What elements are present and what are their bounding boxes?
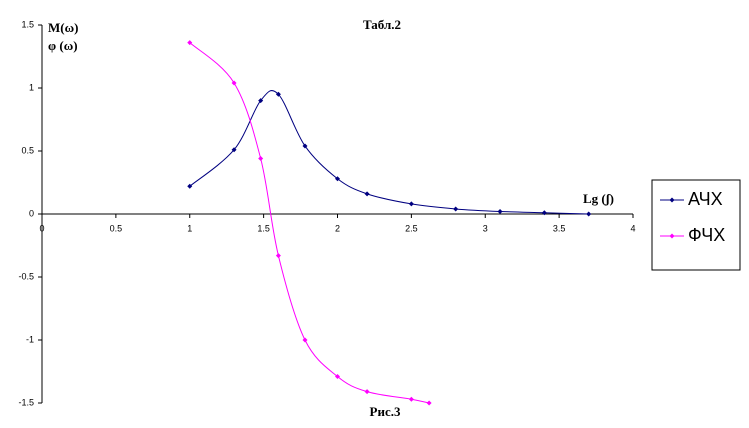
point <box>302 143 308 149</box>
point <box>364 191 370 197</box>
point <box>426 400 432 406</box>
point <box>302 337 308 343</box>
caption: Рис.3 <box>370 404 401 419</box>
x-tick-label: 2.5 <box>405 223 418 233</box>
point <box>335 176 340 182</box>
point <box>258 98 264 104</box>
point <box>453 206 459 212</box>
legend-label: АЧХ <box>688 189 723 209</box>
x-tick-label: 1 <box>187 223 192 233</box>
legend-label: ФЧХ <box>688 225 725 245</box>
y-tick-label: -0.5 <box>18 271 34 281</box>
point <box>187 40 193 46</box>
y-tick-label: -1.5 <box>18 397 34 407</box>
point <box>187 183 193 189</box>
point <box>335 374 340 380</box>
x-tick-label: 0.5 <box>110 223 123 233</box>
y-tick-label: -1 <box>26 334 34 344</box>
x-tick-label: 2 <box>335 223 340 233</box>
point <box>497 208 503 214</box>
x-label: Lg (ʃ) <box>583 191 614 206</box>
y-label: M(ω) <box>48 20 78 35</box>
point <box>586 211 592 217</box>
chart-title: Табл.2 <box>363 17 401 32</box>
x-tick-label: 3 <box>483 223 488 233</box>
point <box>275 253 281 259</box>
series-line <box>189 90 589 215</box>
x-tick-label: 3.5 <box>553 223 566 233</box>
legend-marker <box>669 197 675 203</box>
point <box>231 80 237 86</box>
x-tick-label: 1.5 <box>257 223 270 233</box>
point <box>541 210 547 216</box>
y-label: φ (ω) <box>48 38 78 53</box>
point <box>408 396 414 402</box>
y-tick-label: 0.5 <box>21 145 34 155</box>
point <box>275 91 281 97</box>
y-tick-label: 0 <box>29 208 34 218</box>
x-tick-label: 4 <box>630 223 635 233</box>
x-tick-label: 0 <box>39 223 44 233</box>
y-tick-label: 1.5 <box>21 19 34 29</box>
point <box>231 147 237 153</box>
point <box>258 156 264 162</box>
point <box>364 389 370 395</box>
y-tick-label: 1 <box>29 82 34 92</box>
legend-marker <box>669 233 675 239</box>
point <box>408 201 414 207</box>
series-line <box>189 42 430 404</box>
legend-box <box>651 179 741 271</box>
